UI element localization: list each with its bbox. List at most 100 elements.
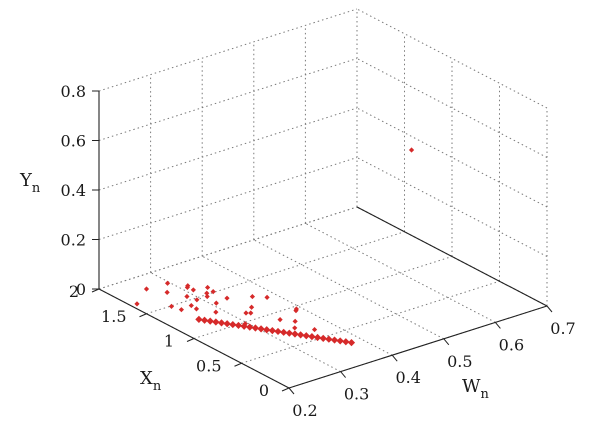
line-segment-point [217,319,226,327]
w-axis-title: Wn [462,376,490,402]
line-segment-point [195,315,203,324]
w-tick-mark [495,322,501,329]
w-tick-mark [546,305,553,313]
line-segment-point [200,316,209,324]
line-segment-point [336,337,344,345]
w-tick-mark [340,371,346,378]
line-segment-point [251,324,260,332]
data-point [188,302,194,309]
data-point [248,310,254,316]
frame-edge [356,206,548,307]
line-segment-point [223,320,231,328]
data-point [293,306,299,312]
data-point [194,297,200,303]
data-point [204,290,210,296]
data-point [248,304,255,310]
back-wall-gridline [98,206,358,290]
line-segment-point [347,339,356,347]
data-point [178,307,184,313]
w-axis-line [288,305,548,389]
line-segment-point [342,338,350,346]
w-tick-label: 0.6 [499,335,524,354]
data-point [213,309,219,315]
line-segment-point [330,336,339,344]
w-tick-mark [288,387,295,395]
y-tick-label: 0 [76,280,86,299]
data-point [204,293,210,300]
line-segment-point [257,325,265,333]
x-tick-mark [139,313,147,318]
data-point [224,295,230,301]
data-point [277,317,283,323]
line-segment-point [234,321,243,330]
data-point [243,310,249,316]
y-tick-label: 0.8 [61,82,86,101]
data-point [213,300,219,306]
line-segment-point [212,318,220,326]
data-point [164,289,170,295]
line-segment-point [268,326,276,335]
w-tick-label: 0.4 [395,368,420,387]
data-point [164,280,171,286]
line-segment-point [274,327,282,336]
x-tick-label: 0 [259,381,269,400]
data-point [184,293,190,300]
w-tick-mark [443,338,450,346]
w-tick-label: 0.7 [550,319,575,338]
data-point [292,325,298,331]
x-tick-mark [281,387,290,392]
x-tick-mark [234,362,242,367]
data-point [249,293,255,300]
line-segment-point [280,328,288,336]
data-point [193,306,200,312]
x-tick-label: 0.5 [196,356,221,375]
data-point [311,326,318,333]
x-tick-label: 1 [164,332,174,351]
line-segment-point [291,330,299,338]
w-tick-mark [391,354,398,362]
x-tick-mark [186,338,195,342]
data-point [264,294,270,301]
y-axis-title: Yn [19,170,41,196]
data-point [168,303,175,309]
data-points [134,147,415,347]
line-segment-point [319,334,327,342]
data-point [143,286,150,292]
data-point [185,283,191,289]
w-tick-label: 0.5 [447,352,472,371]
floor-gridline [241,280,500,364]
data-point [408,147,415,153]
line-segment-point [308,333,316,341]
line-segment-point [325,335,333,343]
back-wall-gridline [98,157,358,240]
back-wall-gridline [98,58,358,141]
data-point [210,288,216,295]
y-tick-label: 0.4 [61,181,86,200]
x-axis-title: Xn [140,368,162,394]
x-tick-label: 1.5 [101,307,126,326]
data-point [292,318,298,324]
y-tick-label: 0.2 [61,231,86,250]
data-point [242,321,248,327]
line-segment-point [263,326,271,334]
x-tick-label: 2 [69,282,79,301]
back-wall-gridline [98,8,358,92]
w-tick-label: 0.2 [292,401,317,420]
data-point [190,287,196,293]
line-segment-point [246,323,254,331]
back-wall-gridline [98,107,358,191]
line-segment-point [302,332,310,340]
line-segment-point [297,331,305,339]
line-segment-point [206,317,214,325]
line-segment-point [285,329,293,337]
line-segment-point [229,320,237,329]
axes-frame [91,90,553,395]
data-point [134,301,140,307]
w-tick-label: 0.3 [344,385,369,404]
line-segment-point [313,333,322,342]
floor-gridline [146,231,405,315]
data-point [205,284,211,291]
y-tick-label: 0.6 [61,132,86,151]
